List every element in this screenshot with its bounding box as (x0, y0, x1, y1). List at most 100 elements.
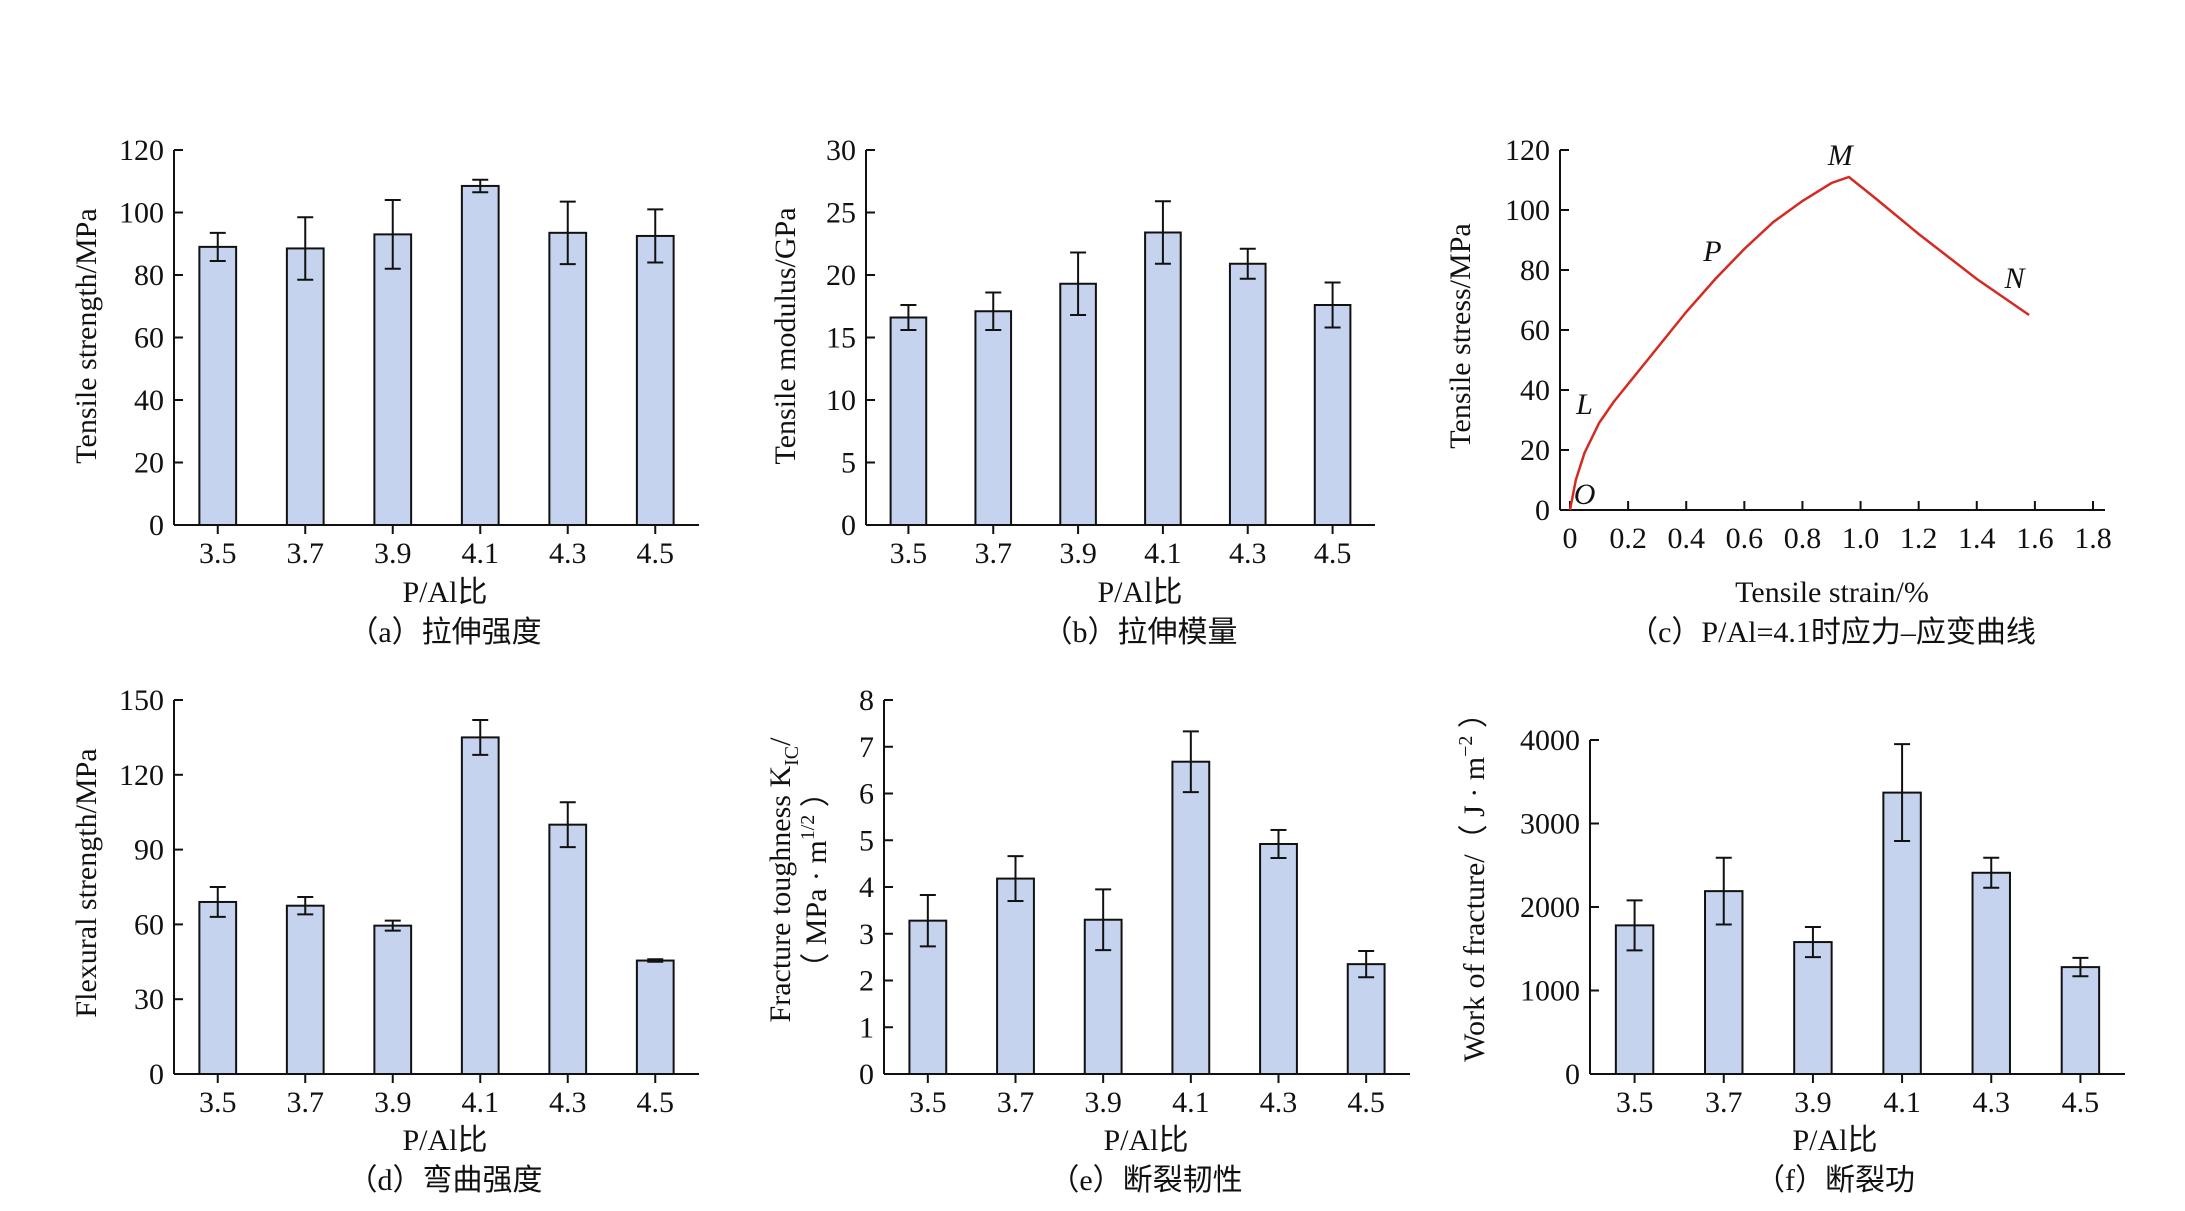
panel-b: 0 5 10 15 20 25 30 3.5 3.7 3.9 4.1 4.3 4.5 Tensile m… (769, 134, 1375, 649)
panel-e-xlabel: P/Al比 (1103, 1124, 1188, 1157)
y-tick-label: 60 (134, 322, 164, 355)
x-tick-label: 4.1 (462, 1086, 500, 1119)
panel-e-ylabel: Fracture toughness KIC/ (764, 737, 803, 1023)
panel-d-caption: （d）弯曲强度 (348, 1164, 543, 1197)
y-tick-label: 5 (841, 447, 856, 480)
y-tick-label: 0 (859, 1058, 874, 1091)
bar (1971, 871, 2011, 1076)
y-tick-label: 120 (119, 759, 164, 792)
panel-a: 0 20 40 60 80 100 120 3.5 3.7 3.9 4.1 4.3 4.5 Tensil… (70, 134, 699, 649)
panel-d-plot: 0 30 60 90 120 150 3.5 3.7 3.9 4.1 4.3 4.5 (119, 684, 699, 1119)
y-tick-label: 1 (859, 1011, 874, 1044)
panel-a-caption: （a）拉伸强度 (348, 616, 541, 649)
y-tick-label: 2 (859, 965, 874, 998)
panel-e-ylabel-main: Fracture toughness K (764, 766, 797, 1023)
x-tick-label: 3.7 (287, 537, 325, 570)
y-tick-label: 90 (134, 834, 164, 867)
panel-e-ylabel-slash: / (764, 737, 797, 746)
x-tick-label: 4.3 (1229, 537, 1267, 570)
x-tick-label: 0.2 (1609, 522, 1647, 555)
y-tick-label: 40 (134, 384, 164, 417)
bar (1171, 760, 1211, 1076)
y-tick-label: 15 (826, 322, 856, 355)
panel-f-ylabel-end: ） (1458, 698, 1491, 736)
curve-point-label: N (2004, 262, 2027, 295)
y-tick-label: 0 (1535, 494, 1550, 527)
curve-point-label: L (1575, 388, 1593, 421)
y-tick-label: 80 (134, 259, 164, 292)
panel-a-ylabel: Tensile strength/MPa (70, 208, 103, 463)
y-tick-label: 80 (1520, 254, 1550, 287)
panel-c-caption: （c）P/Al=4.1时应力–应变曲线 (1628, 616, 2036, 649)
bar (285, 247, 325, 526)
x-tick-label: 3.7 (997, 1086, 1035, 1119)
x-tick-label: 4.5 (2062, 1086, 2100, 1119)
x-tick-label: 1.2 (1900, 522, 1938, 555)
panel-f-xlabel: P/Al比 (1792, 1124, 1877, 1157)
y-tick-label: 8 (859, 684, 874, 717)
panel-e-caption: （e）断裂韧性 (1049, 1164, 1242, 1197)
y-tick-label: 3 (859, 918, 874, 951)
y-tick-label: 6 (859, 778, 874, 811)
y-tick-label: 30 (134, 983, 164, 1016)
y-tick-label: 5 (859, 824, 874, 857)
x-tick-label: 3.7 (975, 537, 1013, 570)
x-tick-label: 3.7 (1705, 1086, 1743, 1119)
y-tick-label: 7 (859, 731, 874, 764)
bar (1144, 231, 1182, 526)
x-tick-label: 3.9 (1059, 537, 1097, 570)
panel-d: 0 30 60 90 120 150 3.5 3.7 3.9 4.1 4.3 4.5 Flexural… (70, 684, 699, 1197)
x-tick-label: 4.5 (637, 537, 675, 570)
x-tick-label: 3.9 (374, 537, 412, 570)
y-tick-label: 20 (826, 259, 856, 292)
panel-e-ylabel-sub: IC (781, 746, 803, 766)
panel-b-ylabel: Tensile modulus/GPa (769, 207, 802, 464)
y-tick-label: 0 (841, 509, 856, 542)
panel-c: 0 20 40 60 80 100 120 0 0.2 0.4 0.6 0.8 1.0 1.2 1.4 1.6… (1444, 134, 2112, 649)
x-tick-label: 3.5 (890, 537, 928, 570)
x-tick-label: 0 (1563, 522, 1578, 555)
x-tick-label: 1.6 (2016, 522, 2054, 555)
x-tick-label: 4.5 (1314, 537, 1352, 570)
x-tick-label: 3.5 (199, 537, 237, 570)
x-tick-label: 4.5 (637, 1086, 675, 1119)
x-tick-label: 3.5 (909, 1086, 947, 1119)
x-tick-label: 4.1 (1883, 1086, 1921, 1119)
panel-e-ylabel-units-main: （ MPa · m (800, 840, 833, 983)
panel-f-ylabel-sup: −2 (1455, 736, 1477, 757)
panel-e-ylabel-units: （ MPa · m1/2 ） (797, 777, 833, 983)
bar (548, 823, 588, 1076)
panel-f: 0 1000 2000 3000 4000 3.5 3.7 3.9 4.1 4.3 4.5 Work… (1455, 698, 2125, 1197)
y-tick-label: 4 (859, 871, 874, 904)
panel-b-plot: 0 5 10 15 20 25 30 3.5 3.7 3.9 4.1 4.3 4.5 (826, 134, 1375, 570)
curve-point-label: O (1574, 478, 1596, 511)
panel-b-xlabel: P/Al比 (1097, 576, 1182, 609)
panel-f-plot: 0 1000 2000 3000 4000 3.5 3.7 3.9 4.1 4.3 4.5 (1520, 724, 2125, 1119)
y-tick-label: 150 (119, 684, 164, 717)
panel-c-xlabel: Tensile strain/% (1735, 576, 1929, 609)
y-tick-label: 25 (826, 197, 856, 230)
panel-c-plot: 0 20 40 60 80 100 120 0 0.2 0.4 0.6 0.8 1.0 1.2 1.4 1.6… (1505, 134, 2112, 555)
bar (460, 736, 500, 1076)
y-tick-label: 4000 (1520, 724, 1580, 757)
panel-e: 0 1 2 3 4 5 6 7 8 3.5 3.7 3.9 4.1 4.3 4.5 Fracture tou… (764, 684, 1410, 1197)
x-tick-label: 4.3 (549, 1086, 587, 1119)
x-tick-label: 4.1 (1144, 537, 1182, 570)
panel-b-caption: （b）拉伸模量 (1043, 616, 1238, 649)
y-tick-label: 10 (826, 384, 856, 417)
y-tick-label: 120 (1505, 134, 1550, 167)
bar (2060, 966, 2101, 1075)
panel-e-ylabel-units-end: ） (800, 777, 833, 815)
y-tick-label: 100 (1505, 194, 1550, 227)
bar (285, 904, 325, 1076)
bar (635, 234, 675, 526)
bar (198, 245, 238, 526)
bar (1793, 941, 1833, 1075)
bar (1228, 262, 1267, 526)
x-tick-label: 3.9 (1084, 1086, 1122, 1119)
x-tick-label: 4.5 (1347, 1086, 1385, 1119)
x-tick-label: 0.8 (1784, 522, 1822, 555)
x-tick-label: 4.3 (1973, 1086, 2011, 1119)
bar (1259, 842, 1298, 1075)
